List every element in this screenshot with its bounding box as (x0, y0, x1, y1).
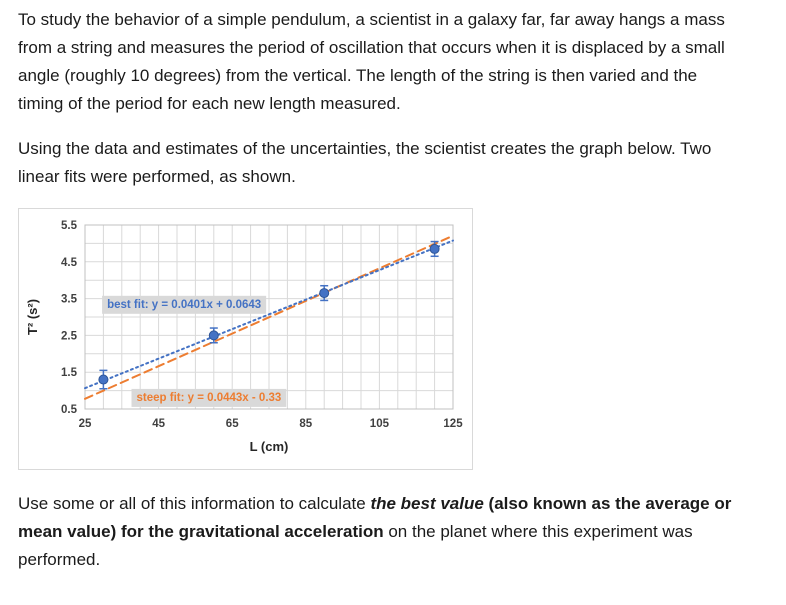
question-text-bold-italic: the best value (370, 494, 484, 513)
x-tick-label: 125 (443, 418, 463, 430)
y-tick-label: 0.5 (61, 404, 78, 416)
y-tick-label: 4.5 (61, 257, 78, 269)
paragraph-intro: To study the behavior of a simple pendul… (18, 10, 725, 113)
x-tick-label: 105 (370, 418, 390, 430)
data-point (429, 243, 440, 254)
plot-border (84, 224, 454, 410)
x-axis-title: L (cm) (250, 439, 289, 454)
y-tick-label: 1.5 (61, 367, 78, 379)
fit-label-best-fit: best fit: y = 0.0401x + 0.0643 (107, 299, 261, 311)
question-text-plain-2: on the planet where this experiment was … (18, 522, 693, 569)
x-tick-label: 25 (79, 418, 92, 430)
pendulum-chart-box: best fit: y = 0.0401x + 0.0643 steep fit:… (18, 208, 473, 470)
x-tick-label: 65 (226, 418, 239, 430)
chart-canvas: best fit: y = 0.0401x + 0.0643 steep fit:… (25, 220, 463, 454)
y-tick-label: 5.5 (61, 220, 78, 232)
paragraph-question: Use some or all of this information to c… (18, 490, 746, 574)
y-axis-title: T² (s²) (25, 299, 40, 335)
fit-line-best-fit (84, 239, 454, 390)
x-tick-label: 45 (152, 418, 165, 430)
x-tick-label: 85 (299, 418, 312, 430)
fit-line-steep-fit (84, 234, 454, 400)
question-text-bold: (also known as the average or mean value… (18, 494, 732, 541)
fit-label-bg-best-fit (102, 295, 267, 314)
fit-label-bg-steep-fit (131, 388, 287, 407)
data-point (98, 374, 109, 385)
y-tick-label: 3.5 (61, 294, 78, 306)
question-text-plain-1: Use some or all of this information to c… (18, 494, 371, 513)
data-point (319, 288, 330, 299)
paragraph-graph-description: Using the data and estimates of the unce… (18, 139, 712, 186)
y-tick-label: 2.5 (61, 330, 78, 342)
fit-label-steep-fit: steep fit: y = 0.0443x - 0.33 (137, 392, 282, 404)
data-point (208, 330, 219, 341)
